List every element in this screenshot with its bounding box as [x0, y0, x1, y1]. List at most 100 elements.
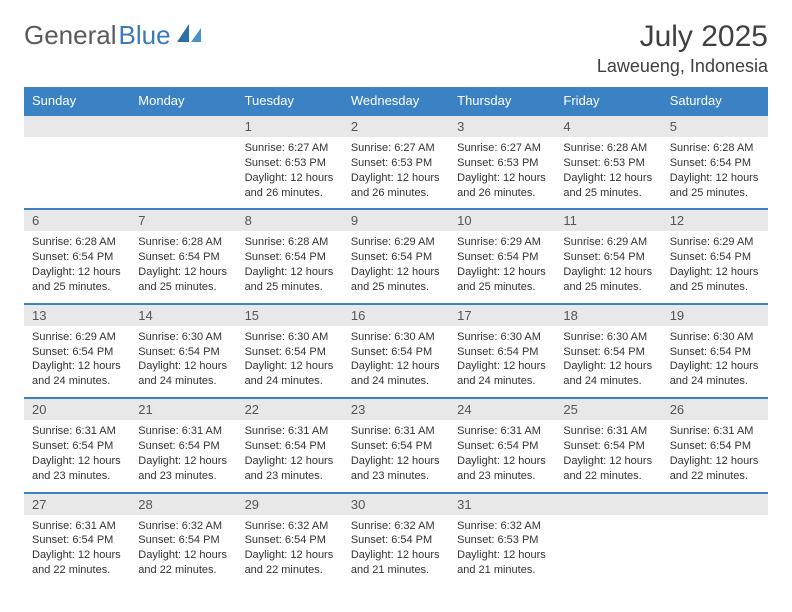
- daynum: 23: [343, 399, 449, 420]
- cell-body: Sunrise: 6:30 AMSunset: 6:54 PMDaylight:…: [237, 326, 343, 397]
- calendar-cell: 7Sunrise: 6:28 AMSunset: 6:54 PMDaylight…: [130, 209, 236, 303]
- sunrise-text: Sunrise: 6:29 AM: [563, 235, 653, 250]
- sunset-text: Sunset: 6:54 PM: [563, 439, 653, 454]
- calendar-row: 27Sunrise: 6:31 AMSunset: 6:54 PMDayligh…: [24, 493, 768, 586]
- sunrise-text: Sunrise: 6:29 AM: [32, 330, 122, 345]
- daynum: 25: [555, 399, 661, 420]
- location-label: Laweueng, Indonesia: [597, 56, 768, 77]
- sail-icon: [175, 20, 203, 51]
- cell-body: Sunrise: 6:30 AMSunset: 6:54 PMDaylight:…: [343, 326, 449, 397]
- daynum: 29: [237, 494, 343, 515]
- daylight-text: Daylight: 12 hours and 26 minutes.: [351, 171, 441, 201]
- sunrise-text: Sunrise: 6:28 AM: [138, 235, 228, 250]
- daylight-text: Daylight: 12 hours and 24 minutes.: [457, 359, 547, 389]
- calendar-cell: 26Sunrise: 6:31 AMSunset: 6:54 PMDayligh…: [662, 398, 768, 492]
- cell-body: Sunrise: 6:27 AMSunset: 6:53 PMDaylight:…: [449, 137, 555, 208]
- daylight-text: Daylight: 12 hours and 23 minutes.: [351, 454, 441, 484]
- sunset-text: Sunset: 6:54 PM: [245, 345, 335, 360]
- daynum: 22: [237, 399, 343, 420]
- sunset-text: Sunset: 6:54 PM: [245, 533, 335, 548]
- sunrise-text: Sunrise: 6:29 AM: [670, 235, 760, 250]
- calendar-cell: 13Sunrise: 6:29 AMSunset: 6:54 PMDayligh…: [24, 304, 130, 398]
- sunset-text: Sunset: 6:54 PM: [670, 250, 760, 265]
- sunrise-text: Sunrise: 6:32 AM: [245, 519, 335, 534]
- daynum: 1: [237, 116, 343, 137]
- sunrise-text: Sunrise: 6:31 AM: [670, 424, 760, 439]
- daylight-text: Daylight: 12 hours and 23 minutes.: [245, 454, 335, 484]
- daynum: 28: [130, 494, 236, 515]
- sunrise-text: Sunrise: 6:27 AM: [245, 141, 335, 156]
- sunset-text: Sunset: 6:54 PM: [351, 439, 441, 454]
- sunset-text: Sunset: 6:54 PM: [351, 345, 441, 360]
- sunset-text: Sunset: 6:53 PM: [457, 533, 547, 548]
- cell-body: Sunrise: 6:28 AMSunset: 6:54 PMDaylight:…: [237, 231, 343, 302]
- daynum: 20: [24, 399, 130, 420]
- daynum: 9: [343, 210, 449, 231]
- sunset-text: Sunset: 6:54 PM: [670, 439, 760, 454]
- sunrise-text: Sunrise: 6:31 AM: [457, 424, 547, 439]
- sunrise-text: Sunrise: 6:31 AM: [32, 424, 122, 439]
- calendar-cell: 21Sunrise: 6:31 AMSunset: 6:54 PMDayligh…: [130, 398, 236, 492]
- calendar-cell: [24, 115, 130, 209]
- cell-body: Sunrise: 6:27 AMSunset: 6:53 PMDaylight:…: [237, 137, 343, 208]
- daylight-text: Daylight: 12 hours and 22 minutes.: [32, 548, 122, 578]
- cell-body: Sunrise: 6:31 AMSunset: 6:54 PMDaylight:…: [662, 420, 768, 491]
- daynum: 16: [343, 305, 449, 326]
- calendar-cell: [130, 115, 236, 209]
- daylight-text: Daylight: 12 hours and 25 minutes.: [563, 265, 653, 295]
- calendar-cell: 8Sunrise: 6:28 AMSunset: 6:54 PMDaylight…: [237, 209, 343, 303]
- dow-row: Sunday Monday Tuesday Wednesday Thursday…: [24, 87, 768, 115]
- cell-body: Sunrise: 6:31 AMSunset: 6:54 PMDaylight:…: [130, 420, 236, 491]
- cell-body: Sunrise: 6:31 AMSunset: 6:54 PMDaylight:…: [343, 420, 449, 491]
- sunrise-text: Sunrise: 6:27 AM: [457, 141, 547, 156]
- daynum: 3: [449, 116, 555, 137]
- sunrise-text: Sunrise: 6:30 AM: [670, 330, 760, 345]
- daynum: 17: [449, 305, 555, 326]
- sunrise-text: Sunrise: 6:30 AM: [138, 330, 228, 345]
- brand-text-1: General: [24, 20, 117, 51]
- calendar-row: 1Sunrise: 6:27 AMSunset: 6:53 PMDaylight…: [24, 115, 768, 209]
- daynum: 5: [662, 116, 768, 137]
- cell-body: Sunrise: 6:32 AMSunset: 6:54 PMDaylight:…: [343, 515, 449, 586]
- daynum: 18: [555, 305, 661, 326]
- calendar-cell: [555, 493, 661, 586]
- daylight-text: Daylight: 12 hours and 24 minutes.: [32, 359, 122, 389]
- cell-body: Sunrise: 6:30 AMSunset: 6:54 PMDaylight:…: [449, 326, 555, 397]
- daynum: 15: [237, 305, 343, 326]
- daylight-text: Daylight: 12 hours and 24 minutes.: [670, 359, 760, 389]
- cell-body: Sunrise: 6:29 AMSunset: 6:54 PMDaylight:…: [449, 231, 555, 302]
- calendar-cell: 20Sunrise: 6:31 AMSunset: 6:54 PMDayligh…: [24, 398, 130, 492]
- calendar-cell: 9Sunrise: 6:29 AMSunset: 6:54 PMDaylight…: [343, 209, 449, 303]
- daylight-text: Daylight: 12 hours and 25 minutes.: [670, 171, 760, 201]
- calendar-cell: 25Sunrise: 6:31 AMSunset: 6:54 PMDayligh…: [555, 398, 661, 492]
- cell-body: Sunrise: 6:29 AMSunset: 6:54 PMDaylight:…: [555, 231, 661, 302]
- calendar-cell: 5Sunrise: 6:28 AMSunset: 6:54 PMDaylight…: [662, 115, 768, 209]
- calendar-cell: 15Sunrise: 6:30 AMSunset: 6:54 PMDayligh…: [237, 304, 343, 398]
- dow-mon: Monday: [130, 87, 236, 115]
- daylight-text: Daylight: 12 hours and 22 minutes.: [670, 454, 760, 484]
- daynum-empty: [130, 116, 236, 137]
- daynum: 31: [449, 494, 555, 515]
- calendar-cell: 19Sunrise: 6:30 AMSunset: 6:54 PMDayligh…: [662, 304, 768, 398]
- sunset-text: Sunset: 6:54 PM: [32, 250, 122, 265]
- calendar-body: 1Sunrise: 6:27 AMSunset: 6:53 PMDaylight…: [24, 115, 768, 586]
- calendar-cell: 29 Sunrise: 6:32 AMSunset: 6:54 PMDayligh…: [237, 493, 343, 586]
- calendar-row: 20Sunrise: 6:31 AMSunset: 6:54 PMDayligh…: [24, 398, 768, 492]
- title-block: July 2025 Laweueng, Indonesia: [597, 20, 768, 77]
- daynum: 7: [130, 210, 236, 231]
- sunset-text: Sunset: 6:54 PM: [351, 250, 441, 265]
- daylight-text: Daylight: 12 hours and 24 minutes.: [351, 359, 441, 389]
- calendar-table: Sunday Monday Tuesday Wednesday Thursday…: [24, 87, 768, 586]
- cell-body: Sunrise: 6:28 AMSunset: 6:54 PMDaylight:…: [130, 231, 236, 302]
- calendar-cell: 27Sunrise: 6:31 AMSunset: 6:54 PMDayligh…: [24, 493, 130, 586]
- sunset-text: Sunset: 6:54 PM: [32, 345, 122, 360]
- daynum: 11: [555, 210, 661, 231]
- daynum: 24: [449, 399, 555, 420]
- sunset-text: Sunset: 6:54 PM: [457, 439, 547, 454]
- calendar-cell: [662, 493, 768, 586]
- sunset-text: Sunset: 6:54 PM: [563, 345, 653, 360]
- sunset-text: Sunset: 6:53 PM: [563, 156, 653, 171]
- daylight-text: Daylight: 12 hours and 22 minutes.: [245, 548, 335, 578]
- daylight-text: Daylight: 12 hours and 23 minutes.: [138, 454, 228, 484]
- calendar-cell: 11Sunrise: 6:29 AMSunset: 6:54 PMDayligh…: [555, 209, 661, 303]
